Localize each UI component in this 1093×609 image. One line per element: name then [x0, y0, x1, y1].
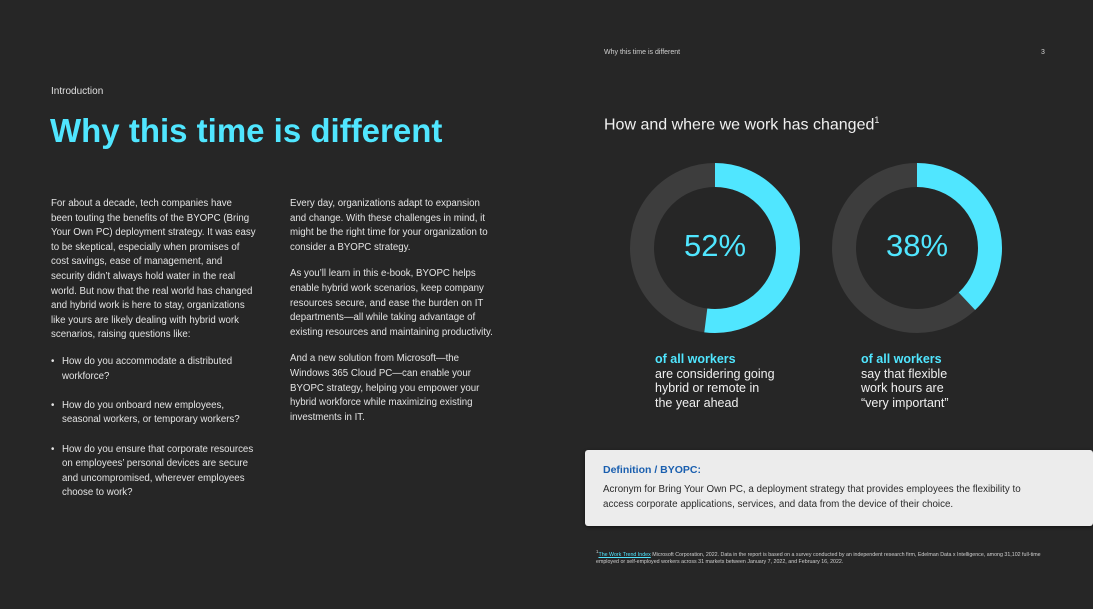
source-link[interactable]: The Work Trend Index: [598, 551, 651, 558]
stat-caption-accent: of all workers: [861, 352, 942, 366]
question-item: How do you accommodate a distributed wor…: [51, 355, 256, 384]
body-paragraph: And a new solution from Microsoft—the Wi…: [290, 353, 480, 423]
donut-percentage: 38%: [885, 228, 949, 263]
section-label: Introduction: [51, 86, 104, 97]
page-number: 3: [1041, 49, 1045, 56]
definition-title: Definition / BYOPC:: [603, 464, 701, 476]
running-header: Why this time is different: [604, 49, 681, 56]
stat-caption-line: the year ahead: [655, 395, 739, 410]
donut-chart-flexible-hours: [832, 163, 1002, 333]
body-paragraph: Every day, organizations adapt to expans…: [290, 198, 488, 253]
donut-percentage: 52%: [683, 228, 747, 263]
stat-caption-line: say that flexible: [861, 366, 948, 381]
footnote-marker: 1: [874, 115, 880, 125]
stat-caption-line: hybrid or remote in: [655, 381, 760, 396]
chart-title: How and where we work has changed: [604, 116, 875, 134]
footnote: 1The Work Trend Index Microsoft Corporat…: [596, 548, 1041, 567]
question-item: How do you onboard new employees, season…: [51, 399, 256, 428]
question-item: How do you ensure that corporate resourc…: [51, 443, 256, 501]
footnote-mark: 1: [596, 549, 599, 554]
stat-caption-line: “very important”: [861, 395, 949, 410]
definition-text: Acronym for Bring Your Own PC, a deploym…: [603, 484, 1021, 510]
chart-heading: How and where we work has changed1: [604, 115, 879, 134]
stat-caption: of all workers say that flexible work ho…: [861, 352, 949, 410]
stat-caption: of all workers are considering going hyb…: [655, 352, 775, 410]
body-paragraph: As you’ll learn in this e-book, BYOPC he…: [290, 268, 493, 338]
footnote-text: Microsoft Corporation, 2022. Data in the…: [596, 551, 1041, 566]
stat-caption-accent: of all workers: [655, 352, 736, 366]
donut-arc: [630, 163, 800, 333]
middle-column: Every day, organizations adapt to expans…: [290, 197, 495, 437]
stat-caption-line: work hours are: [861, 381, 944, 396]
definition-callout: Definition / BYOPC: Acronym for Bring Yo…: [585, 450, 1093, 526]
donut-chart-workers-hybrid: [630, 163, 800, 333]
question-list: How do you accommodate a distributed wor…: [51, 355, 256, 501]
donut-arc: [832, 163, 1002, 333]
intro-paragraph: For about a decade, tech companies have …: [51, 198, 256, 341]
page-title: Why this time is different: [50, 112, 443, 149]
left-column: For about a decade, tech companies have …: [51, 197, 256, 515]
stat-caption-line: are considering going: [655, 366, 775, 381]
